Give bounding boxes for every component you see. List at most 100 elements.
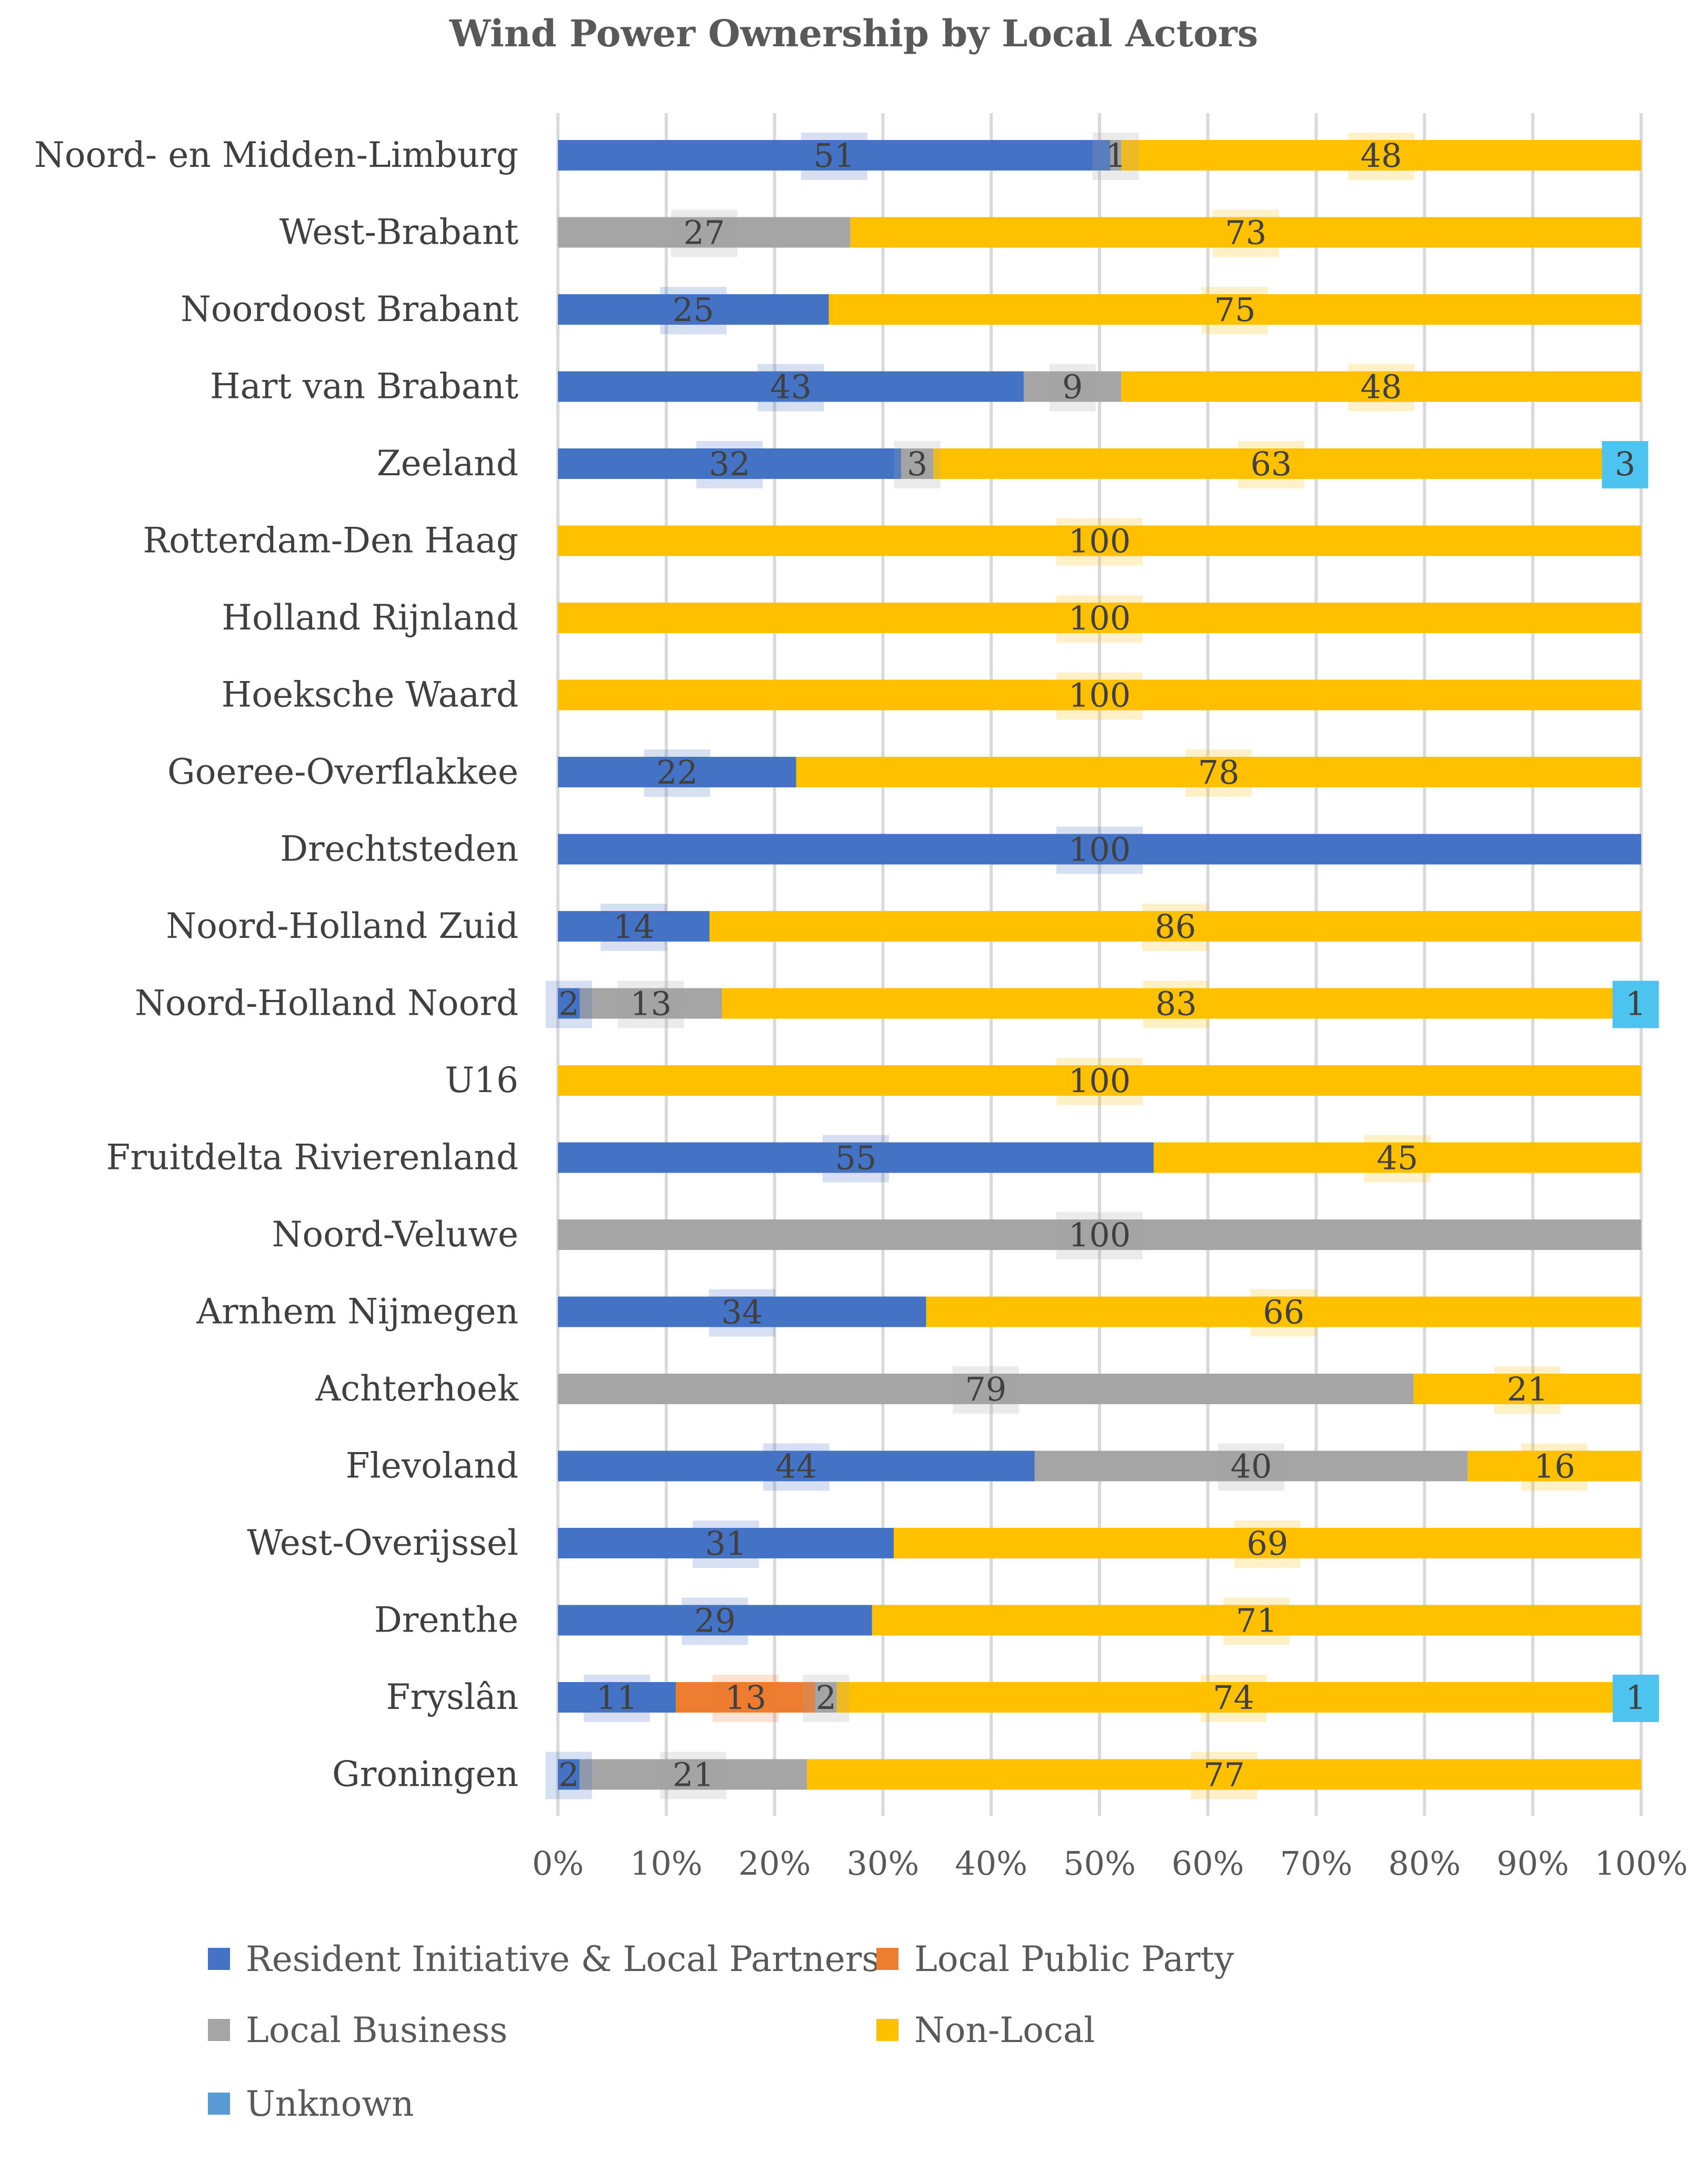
data-label-box xyxy=(644,749,711,797)
category-label: Noordoost Brabant xyxy=(181,289,518,329)
bar-segment-resident-initiative-local-partners xyxy=(558,1605,872,1636)
category-label: West-Brabant xyxy=(279,212,518,253)
bar-segment-local-business xyxy=(580,988,722,1019)
bar-segment-non-local xyxy=(710,911,1641,942)
legend-swatch-unknown xyxy=(208,2093,230,2115)
data-label: 2 xyxy=(558,1756,579,1794)
data-label: 2 xyxy=(816,1678,836,1717)
bar-segment-resident-initiative-local-partners xyxy=(558,294,829,325)
category-label: Hart van Brabant xyxy=(210,366,518,407)
bar-segment-non-local xyxy=(722,988,1631,1019)
x-tick-label: 30% xyxy=(846,1844,919,1883)
data-label-box xyxy=(1056,518,1143,566)
x-tick-label: 90% xyxy=(1496,1844,1569,1883)
data-label: 51 xyxy=(813,136,855,175)
data-label: 100 xyxy=(1068,1062,1131,1100)
data-label-box xyxy=(1521,1443,1588,1491)
category-label: Hoeksche Waard xyxy=(222,675,518,715)
data-label-box xyxy=(1250,1289,1317,1337)
data-label: 100 xyxy=(1068,676,1131,715)
bar-segment-non-local xyxy=(1467,1450,1641,1482)
chart-title: Wind Power Ownership by Local Actors xyxy=(449,12,1258,55)
bar-segment-resident-initiative-local-partners xyxy=(558,1528,894,1558)
data-label-box xyxy=(894,441,941,488)
data-label-box xyxy=(822,1135,889,1183)
data-label-box xyxy=(671,209,737,257)
data-label-box xyxy=(692,1520,759,1568)
data-label: 3 xyxy=(1615,445,1635,483)
data-label: 48 xyxy=(1361,136,1402,175)
data-label: 16 xyxy=(1534,1447,1575,1486)
bar-segment-local-business xyxy=(815,1682,837,1713)
bar-segment-local-business xyxy=(558,1219,1641,1250)
legend-label: Unknown xyxy=(246,2084,414,2124)
bar-segment-non-local xyxy=(828,294,1641,325)
category-label: Achterhoek xyxy=(315,1368,519,1409)
data-label-box xyxy=(696,441,763,488)
bar-segment-non-local xyxy=(1153,1142,1641,1173)
bar-segment-local-business xyxy=(1023,371,1122,402)
bar-segment-resident-initiative-local-partners xyxy=(558,834,1641,865)
bar-segment-local-business xyxy=(580,1759,807,1790)
x-tick-label: 100% xyxy=(1594,1844,1687,1883)
category-label: Noord- en Midden-Limburg xyxy=(34,135,518,175)
bar-segment-local-business xyxy=(558,1374,1414,1404)
data-label-box xyxy=(1185,749,1252,797)
category-label: Flevoland xyxy=(346,1446,518,1486)
data-label-box xyxy=(1143,981,1210,1028)
data-label-box xyxy=(1364,1135,1431,1183)
data-label: 75 xyxy=(1214,291,1256,329)
data-label: 14 xyxy=(613,907,655,946)
data-label: 34 xyxy=(721,1293,763,1332)
data-label-box xyxy=(1602,441,1649,488)
data-label: 74 xyxy=(1213,1678,1254,1717)
bar-segment-non-local xyxy=(1121,371,1641,402)
bar-segment-resident-initiative-local-partners xyxy=(558,1759,580,1790)
bar-segment-resident-initiative-local-partners xyxy=(558,911,710,942)
data-label: 22 xyxy=(656,753,698,792)
data-label-box xyxy=(1218,1443,1285,1491)
data-label-box xyxy=(1234,1520,1301,1568)
data-label-box xyxy=(952,1366,1019,1414)
data-label: 79 xyxy=(965,1370,1006,1408)
bar-segment-local-business xyxy=(1034,1450,1468,1482)
category-label: Fruitdelta Rivierenland xyxy=(106,1137,518,1178)
data-label: 86 xyxy=(1155,907,1196,946)
data-label-box xyxy=(1612,981,1659,1028)
category-label: Groningen xyxy=(332,1754,518,1795)
data-label: 66 xyxy=(1263,1293,1304,1332)
bar-segment-resident-initiative-local-partners xyxy=(558,140,1111,171)
data-label: 78 xyxy=(1198,753,1240,792)
data-label: 1 xyxy=(1105,136,1126,175)
data-label-box xyxy=(1348,133,1415,180)
data-label: 31 xyxy=(705,1524,747,1563)
legend-swatch-resident-initiative-local-partners xyxy=(208,1948,230,1970)
data-label-box xyxy=(1092,133,1139,180)
bar-segment-local-public-party xyxy=(676,1682,816,1713)
data-label: 100 xyxy=(1068,1216,1131,1254)
category-label: Rotterdam-Den Haag xyxy=(143,521,518,561)
data-label-box xyxy=(801,133,867,180)
data-label: 9 xyxy=(1062,368,1083,406)
legend-swatch-non-local xyxy=(876,2019,898,2041)
data-label-box xyxy=(1056,595,1143,643)
bar-segment-resident-initiative-local-partners xyxy=(558,1142,1154,1173)
data-label: 21 xyxy=(673,1756,714,1794)
bar-segment-non-local xyxy=(836,1682,1631,1713)
bar-segment-non-local xyxy=(796,757,1641,787)
category-label: Noord-Veluwe xyxy=(272,1214,518,1255)
bar-segment-non-local xyxy=(933,448,1609,479)
bar-segment-resident-initiative-local-partners xyxy=(558,371,1024,402)
bar-segment-resident-initiative-local-partners xyxy=(558,988,580,1019)
bar-segment-local-business xyxy=(1110,140,1122,171)
data-label: 73 xyxy=(1225,214,1266,252)
category-label: Noord-Holland Zuid xyxy=(166,906,518,946)
bar-segment-non-local xyxy=(926,1296,1641,1327)
data-label: 40 xyxy=(1231,1447,1272,1486)
data-label-box xyxy=(601,904,667,951)
category-label: Holland Rijnland xyxy=(222,597,518,638)
data-label: 13 xyxy=(725,1678,766,1717)
data-label: 21 xyxy=(1506,1370,1548,1408)
legend-label: Local Business xyxy=(246,2010,507,2050)
